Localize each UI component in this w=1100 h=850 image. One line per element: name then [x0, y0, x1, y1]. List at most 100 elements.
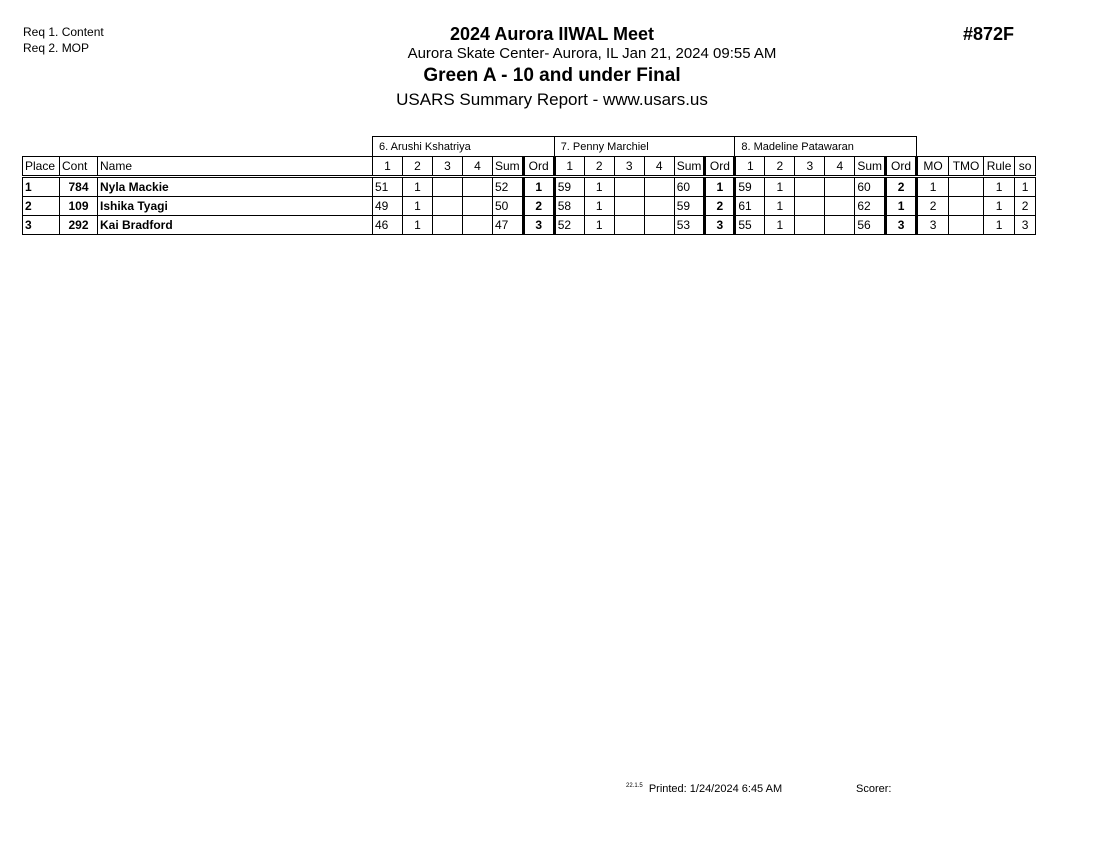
- score-cell: 55: [734, 215, 766, 235]
- col-judge3-sum: Sum: [854, 156, 887, 178]
- col-judge1-2: 2: [402, 156, 433, 178]
- score-cell: 52: [553, 215, 585, 235]
- score-cell: 1: [583, 215, 615, 235]
- score-cell: 1: [583, 176, 615, 197]
- col-tmo: TMO: [948, 156, 985, 178]
- rule-cell: 1: [983, 196, 1016, 216]
- rule-cell: 1: [983, 215, 1016, 235]
- score-cell: [462, 215, 493, 235]
- col-judge2-ord: Ord: [703, 156, 737, 178]
- score-cell: [643, 176, 675, 197]
- mo-cell: 1: [916, 176, 950, 197]
- name-cell: Kai Bradford: [97, 215, 373, 235]
- score-cell: [613, 196, 645, 216]
- scorer-label: Scorer:: [856, 783, 892, 795]
- place-cell: 3: [22, 215, 60, 235]
- score-cell: [462, 196, 493, 216]
- requirement-2: Req 2. MOP: [23, 41, 90, 55]
- col-judge2-sum: Sum: [673, 156, 706, 178]
- score-cell: 1: [402, 176, 433, 197]
- mo-cell: 3: [916, 215, 950, 235]
- score-cell: [643, 215, 675, 235]
- score-cell: 3: [703, 215, 737, 235]
- rule-cell: 1: [983, 176, 1016, 197]
- col-judge1-ord: Ord: [521, 156, 556, 178]
- col-place: Place: [22, 156, 60, 178]
- score-cell: 61: [734, 196, 766, 216]
- score-cell: 1: [703, 176, 737, 197]
- col-judge3-1: 1: [734, 156, 766, 178]
- table-row: 1 784 Nyla Mackie 51 1 52 1 59 1 60 1 59 1 60 2 1 1 1: [22, 176, 1037, 197]
- col-judge2-1: 1: [553, 156, 585, 178]
- col-judge1-4: 4: [462, 156, 493, 178]
- col-judge1-3: 3: [432, 156, 463, 178]
- score-cell: 1: [402, 215, 433, 235]
- tmo-cell: [948, 196, 985, 216]
- score-cell: [794, 196, 826, 216]
- col-judge3-4: 4: [824, 156, 856, 178]
- event-id: #872F: [963, 24, 1015, 44]
- score-cell: 51: [372, 176, 403, 197]
- judge-header: 8. Madeline Patawaran: [734, 136, 918, 157]
- col-judge2-3: 3: [613, 156, 645, 178]
- score-cell: [794, 215, 826, 235]
- cont-cell: 109: [59, 196, 98, 216]
- requirement-1: Req 1. Content: [23, 25, 104, 39]
- score-cell: [613, 215, 645, 235]
- score-cell: 60: [673, 176, 706, 197]
- score-cell: 59: [734, 176, 766, 197]
- score-cell: 52: [492, 176, 524, 197]
- cont-cell: 784: [59, 176, 98, 197]
- meet-title: 2024 Aurora IIWAL Meet: [449, 24, 655, 44]
- score-cell: 3: [521, 215, 556, 235]
- col-judge1-sum: Sum: [492, 156, 524, 178]
- name-cell: Nyla Mackie: [97, 176, 373, 197]
- col-mo: MO: [916, 156, 950, 178]
- printed-date: Printed: 1/24/2024 6:45 AM: [648, 783, 783, 795]
- score-cell: 49: [372, 196, 403, 216]
- col-cont: Cont: [59, 156, 98, 178]
- place-cell: 1: [22, 176, 60, 197]
- score-cell: 1: [764, 196, 796, 216]
- score-cell: 56: [854, 215, 887, 235]
- score-cell: 50: [492, 196, 524, 216]
- name-cell: Ishika Tyagi: [97, 196, 373, 216]
- col-judge2-2: 2: [583, 156, 615, 178]
- col-judge3-3: 3: [794, 156, 826, 178]
- score-cell: 3: [884, 215, 919, 235]
- event-title: Green A - 10 and under Final: [423, 65, 681, 86]
- score-cell: 60: [854, 176, 887, 197]
- so-cell: 2: [1014, 196, 1037, 216]
- results-table: 6. Arushi Kshatriya 7. Penny Marchiel 8.…: [22, 136, 1037, 235]
- score-cell: 62: [854, 196, 887, 216]
- score-cell: 59: [553, 176, 585, 197]
- score-cell: 53: [673, 215, 706, 235]
- score-cell: [824, 176, 856, 197]
- score-cell: 1: [764, 215, 796, 235]
- score-cell: 1: [583, 196, 615, 216]
- score-cell: 1: [521, 176, 556, 197]
- score-cell: 2: [703, 196, 737, 216]
- score-cell: [432, 176, 463, 197]
- score-cell: 46: [372, 215, 403, 235]
- score-cell: [824, 215, 856, 235]
- score-cell: 1: [884, 196, 919, 216]
- col-name: Name: [97, 156, 373, 178]
- place-cell: 2: [22, 196, 60, 216]
- table-row: 3 292 Kai Bradford 46 1 47 3 52 1 53 3 55 1 56 3 3 1 3: [22, 215, 1037, 235]
- cont-cell: 292: [59, 215, 98, 235]
- judge-header: 7. Penny Marchiel: [553, 136, 736, 157]
- col-so: so: [1014, 156, 1037, 178]
- so-cell: 1: [1014, 176, 1037, 197]
- judge-header: 6. Arushi Kshatriya: [372, 136, 555, 157]
- score-cell: 2: [884, 176, 919, 197]
- score-cell: [432, 196, 463, 216]
- score-cell: [613, 176, 645, 197]
- col-rule: Rule: [983, 156, 1016, 178]
- col-judge3-ord: Ord: [884, 156, 919, 178]
- score-cell: [824, 196, 856, 216]
- score-cell: 47: [492, 215, 524, 235]
- version: 22.1.5: [626, 783, 643, 789]
- col-judge3-2: 2: [764, 156, 796, 178]
- printed-info: 22.1.5 Printed: 1/24/2024 6:45 AM: [626, 783, 782, 795]
